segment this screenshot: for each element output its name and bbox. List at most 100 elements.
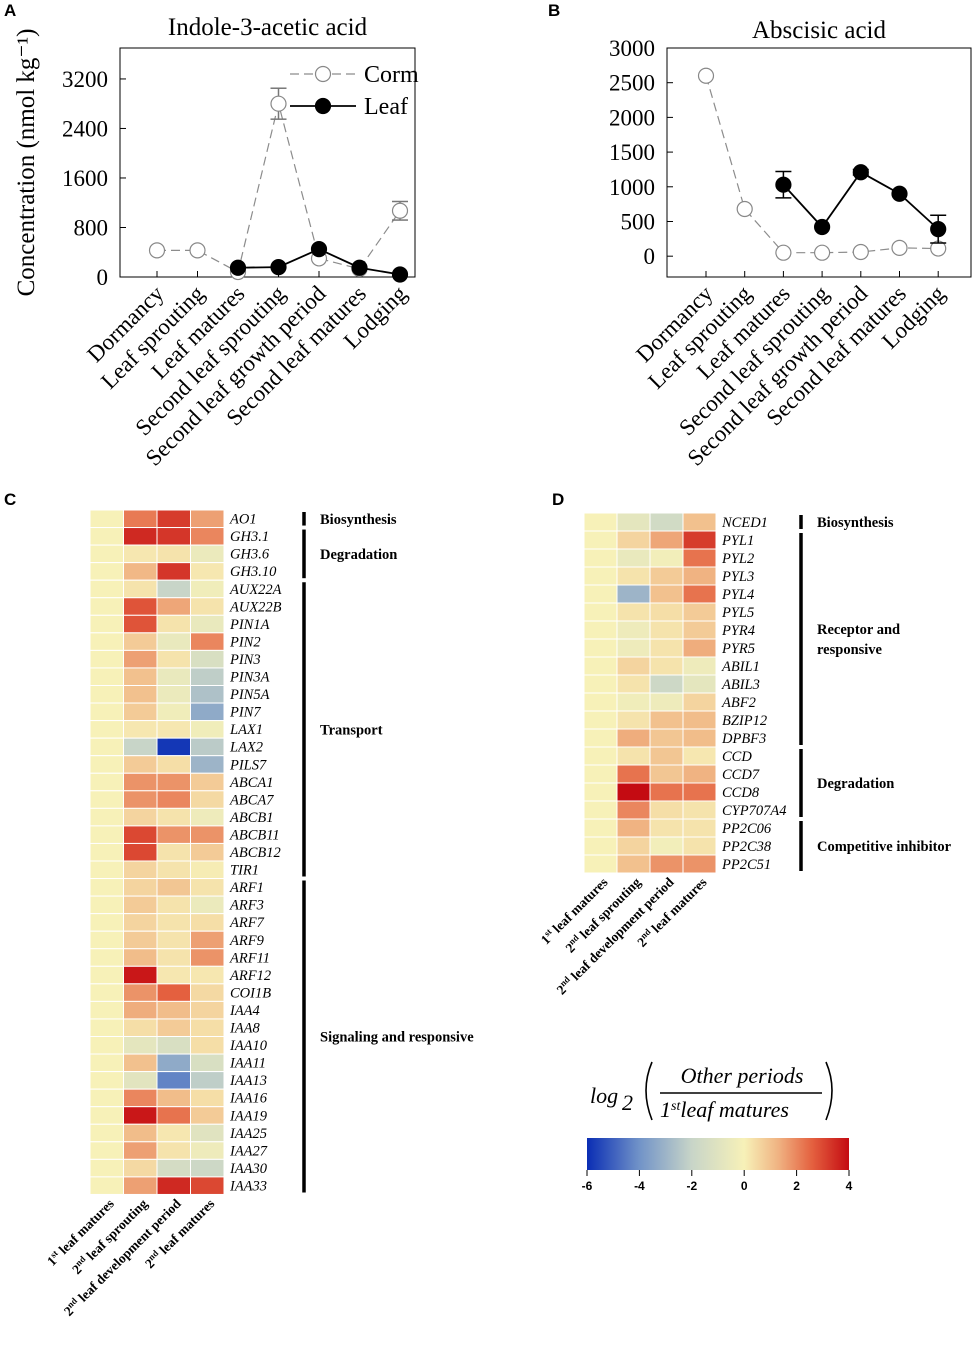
heatmap-cell [89,685,124,704]
heatmap-cell [649,800,684,820]
heatmap-cell [190,1158,225,1178]
gene-label: ARF7 [229,915,265,931]
heatmap-cell [156,807,191,827]
heatmap-cell [89,579,124,599]
group-label-line: responsive [817,642,883,658]
heatmap-cell [682,692,717,712]
y-tick-label: 0 [644,244,656,269]
heatmap-cell [123,562,158,581]
aba-heatmap: NCED1 PYL1 PYL2 PYL3 PYL4 PYL5 PYR4 PYR5 ABIL1 AB… [538,512,952,997]
y-tick-label: 800 [74,215,109,240]
gene-label: ARF12 [229,968,271,984]
heatmap-cell [89,1141,124,1160]
heatmap-cell [123,965,158,985]
heatmap-cell [123,667,158,687]
colorbar-tick-label: -4 [634,1179,645,1193]
gene-label: GH3.1 [230,529,269,545]
heatmap-cell [156,1123,191,1143]
heatmap-cell [156,948,191,967]
heatmap-cell [190,1053,225,1073]
heatmap-cell [89,1106,124,1125]
heatmap-cell [682,530,717,550]
heatmap-cell [156,1158,191,1178]
heatmap-cell [123,895,158,915]
heatmap-cell [682,674,717,694]
heatmap-cell [89,755,124,774]
heatmap-cell [89,702,124,722]
heatmap-cell [89,825,124,844]
heatmap-cell [583,782,618,802]
heatmap-cell [649,602,684,622]
colorbar-tick-label: -6 [582,1179,593,1193]
condition-label-sup: st [48,1248,60,1260]
legend-label-corm: Corm [364,62,419,88]
heatmap-cell [156,1141,191,1160]
heatmap-cell [616,548,651,568]
heatmap-cell [190,579,225,599]
gene-label: IAA11 [229,1056,266,1072]
heatmap-cell [649,836,684,856]
group-label: Biosynthesis [817,515,894,531]
gene-label: ABIL3 [721,677,760,693]
heatmap-cell [156,1000,191,1020]
gene-label: PYR5 [721,641,755,657]
heatmap-cell [649,692,684,712]
data-point-leaf [775,176,792,193]
heatmap-cell [616,656,651,676]
gene-label: PIN3 [229,652,261,668]
heatmap-cell [156,930,191,950]
group-label: Receptor and responsive [817,622,900,658]
heatmap-cell [190,667,225,687]
gene-label: ABIL1 [721,659,760,675]
heatmap-cell [616,710,651,730]
heatmap-cell [583,656,618,676]
gene-label: ABCB1 [229,810,274,826]
heatmap-cell [616,512,651,532]
heatmap-cell [616,746,651,766]
heatmap-cell [616,854,651,874]
heatmap-cell [156,842,191,862]
heatmap-cell [190,965,225,985]
group-label-line: Signaling and responsive [320,1030,474,1046]
gene-label: COI1B [230,985,271,1001]
formula-den-num: 1 [660,1097,671,1122]
group-label-line: Biosynthesis [817,515,894,531]
y-tick-label: 0 [97,265,109,290]
heatmap-cell [583,836,618,856]
heatmap-cell [156,825,191,844]
data-point-corm [697,67,715,84]
heatmap-cell [682,548,717,568]
heatmap-cell [649,728,684,748]
gene-label: IAA4 [229,1003,260,1019]
heatmap-cell [89,1053,124,1073]
heatmap-cell [156,860,191,880]
heatmap-cell [190,948,225,967]
formula-den-sup: st [671,1099,681,1114]
gene-label: IAA25 [229,1126,267,1142]
heatmap-cell [583,800,618,820]
heatmap-cell [156,790,191,809]
heatmap-cell [190,878,225,897]
heatmap-cell [616,782,651,802]
data-point-corm [270,95,287,112]
heatmap-cell [123,1036,158,1055]
data-point-corm [148,242,166,259]
group-label-line: Competitive inhibitor [817,839,952,855]
heatmap-cell [649,818,684,838]
gene-label: AO1 [229,512,257,528]
heatmap-cell [89,562,124,581]
gene-label: BZIP12 [722,713,767,729]
gene-label: PYL3 [721,569,754,585]
heatmap-cell [190,842,225,862]
heatmap-cell [89,1018,124,1038]
heatmap-cell [190,1000,225,1020]
heatmap-cell [190,807,225,827]
heatmap-cell [682,836,717,856]
gene-label: PYR4 [721,623,755,639]
gene-label: PIN7 [229,705,261,721]
data-point-leaf [270,258,287,276]
heatmap-cell [123,860,158,880]
heatmap-cell [156,895,191,915]
chart-title: Indole-3-acetic acid [168,14,368,41]
heatmap-cell [583,692,618,712]
